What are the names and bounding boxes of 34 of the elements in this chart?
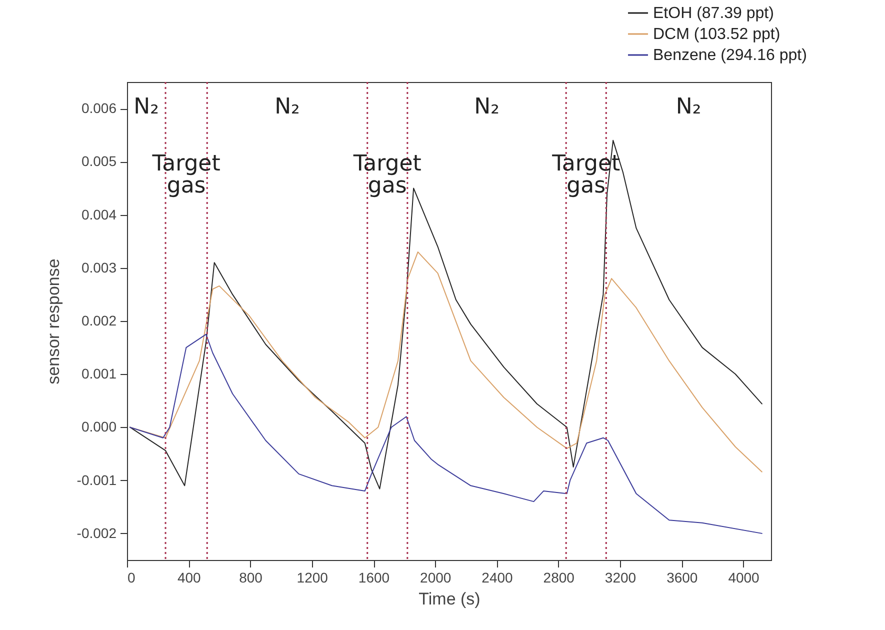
annotation: N₂ <box>134 94 159 120</box>
x-axis-title: Time (s) <box>418 590 480 608</box>
y-tick-label: 0.002 <box>81 312 117 328</box>
y-tick-label: 0.001 <box>81 366 117 382</box>
line-series <box>129 140 762 490</box>
line-series <box>129 334 762 534</box>
x-tick-label: 0 <box>128 570 136 586</box>
annotation: N₂ <box>676 94 702 120</box>
x-tick-label: 4000 <box>728 570 760 586</box>
x-tick-label: 2400 <box>482 570 514 586</box>
y-axis-title: sensor response <box>44 258 63 384</box>
legend-label: Benzene (294.16 ppt) <box>653 47 807 64</box>
annotation: Target gas <box>151 152 221 199</box>
y-tick-label: -0.002 <box>76 524 117 541</box>
annotation: N₂ <box>274 94 300 120</box>
x-tick-label: 2800 <box>543 570 575 586</box>
x-tick-label: 800 <box>239 570 263 586</box>
line-series <box>129 251 762 472</box>
y-tick-label: 0.005 <box>81 153 117 170</box>
x-tick-label: 1200 <box>296 570 328 586</box>
y-tick-label: 0.006 <box>81 100 117 116</box>
x-tick-label: 400 <box>177 570 202 586</box>
y-tick-label: 0.003 <box>81 259 117 276</box>
y-tick-label: -0.001 <box>76 472 117 488</box>
x-tick-label: 3200 <box>604 570 636 586</box>
x-tick-label: 3600 <box>666 570 698 586</box>
x-tick-label: 1600 <box>358 570 390 586</box>
legend-label: DCM (103.52 ppt) <box>653 26 780 43</box>
y-tick-label: 0.004 <box>81 206 117 222</box>
annotation: N₂ <box>474 94 500 120</box>
legend-label: EtOH (87.39 ppt) <box>653 5 774 22</box>
annotation: Target gas <box>352 152 422 199</box>
x-tick-label: 2000 <box>420 570 452 586</box>
y-tick-label: 0.000 <box>81 418 117 435</box>
